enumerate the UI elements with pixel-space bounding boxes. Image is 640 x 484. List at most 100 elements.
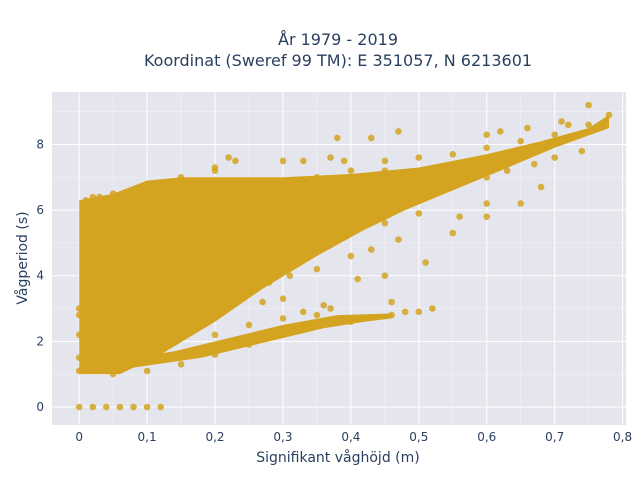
chart-title: År 1979 - 2019 bbox=[278, 30, 398, 49]
data-point bbox=[483, 174, 491, 181]
data-point bbox=[320, 302, 328, 309]
data-point bbox=[177, 361, 185, 368]
data-point bbox=[279, 315, 287, 322]
data-point bbox=[415, 210, 423, 217]
data-point bbox=[422, 259, 429, 266]
data-point bbox=[245, 341, 253, 348]
data-point bbox=[347, 318, 355, 326]
data-point bbox=[354, 275, 362, 283]
data-point bbox=[300, 308, 307, 316]
data-point bbox=[449, 151, 457, 158]
data-point bbox=[415, 154, 423, 161]
data-point bbox=[266, 279, 273, 286]
data-point bbox=[565, 121, 572, 129]
data-point bbox=[300, 324, 307, 332]
data-point bbox=[381, 272, 389, 280]
data-point bbox=[157, 403, 164, 411]
data-point bbox=[449, 180, 457, 188]
density-band-lower bbox=[133, 313, 392, 368]
y-tick-label: 0 bbox=[36, 400, 44, 414]
data-point bbox=[130, 403, 137, 411]
data-point bbox=[429, 305, 436, 312]
data-point bbox=[211, 351, 219, 358]
x-tick-label: 0,4 bbox=[341, 430, 360, 444]
data-point bbox=[143, 180, 151, 188]
data-point bbox=[503, 167, 511, 174]
y-tick-label: 2 bbox=[36, 334, 44, 348]
x-tick-label: 0,3 bbox=[273, 430, 292, 444]
y-tick-label: 8 bbox=[36, 137, 44, 151]
data-point bbox=[334, 134, 341, 142]
data-point bbox=[279, 331, 287, 339]
data-point bbox=[456, 213, 463, 220]
data-point bbox=[89, 193, 97, 201]
data-point bbox=[286, 272, 294, 280]
data-point bbox=[483, 131, 491, 138]
data-point bbox=[232, 157, 239, 165]
density-band-main bbox=[79, 115, 609, 375]
x-tick-label: 0,8 bbox=[613, 430, 632, 444]
data-point bbox=[381, 219, 389, 227]
data-point bbox=[531, 160, 538, 168]
data-point bbox=[177, 174, 185, 181]
data-point bbox=[279, 252, 287, 260]
data-point bbox=[551, 154, 558, 161]
data-point bbox=[103, 403, 110, 411]
data-point bbox=[585, 121, 592, 129]
data-point bbox=[524, 124, 531, 132]
chart-subtitle: Koordinat (Sweref 99 TM): E 351057, N 62… bbox=[144, 51, 532, 70]
data-point bbox=[279, 157, 287, 165]
data-point bbox=[89, 403, 97, 411]
data-point bbox=[225, 154, 232, 161]
x-tick-label: 0,7 bbox=[545, 430, 564, 444]
data-point bbox=[497, 128, 504, 135]
data-point bbox=[517, 137, 524, 145]
data-point bbox=[211, 164, 219, 171]
x-axis-label: Signifikant våghöjd (m) bbox=[256, 449, 419, 466]
density-band-layer bbox=[79, 115, 609, 375]
data-point bbox=[401, 170, 409, 178]
data-point bbox=[116, 403, 124, 411]
data-point bbox=[313, 265, 321, 273]
data-point bbox=[313, 239, 321, 247]
y-axis-label: Vågperiod (s) bbox=[14, 211, 31, 304]
data-point bbox=[75, 331, 83, 339]
data-point bbox=[211, 331, 219, 339]
data-point bbox=[313, 311, 321, 319]
data-point bbox=[245, 321, 253, 329]
data-point bbox=[585, 101, 592, 109]
x-axis-ticks: 0 0,1 0,2 0,3 0,4 0,5 0,6 0,7 0,8 bbox=[75, 430, 632, 444]
data-point bbox=[551, 131, 558, 138]
data-point bbox=[558, 118, 565, 125]
data-point bbox=[334, 318, 341, 326]
y-tick-label: 4 bbox=[36, 269, 44, 283]
data-point bbox=[483, 213, 491, 220]
y-axis-ticks: 0 2 4 6 8 bbox=[36, 137, 44, 413]
x-tick-label: 0,5 bbox=[409, 430, 428, 444]
data-point bbox=[368, 246, 375, 253]
data-point bbox=[381, 167, 389, 174]
data-point bbox=[96, 193, 103, 201]
data-point bbox=[75, 354, 83, 362]
data-point bbox=[75, 367, 83, 375]
data-point bbox=[347, 252, 355, 260]
data-point bbox=[75, 403, 83, 411]
data-point bbox=[313, 174, 321, 181]
data-point bbox=[109, 190, 117, 197]
data-point bbox=[483, 200, 491, 207]
data-point bbox=[381, 157, 389, 165]
data-points bbox=[75, 101, 613, 411]
data-point bbox=[347, 167, 355, 174]
x-tick-label: 0 bbox=[75, 430, 83, 444]
data-point bbox=[245, 288, 253, 296]
data-point bbox=[578, 147, 586, 155]
data-point bbox=[75, 311, 83, 319]
x-tick-label: 0,6 bbox=[477, 430, 496, 444]
data-point bbox=[82, 219, 90, 227]
data-point bbox=[537, 183, 545, 191]
data-point bbox=[395, 128, 402, 135]
data-point bbox=[327, 154, 334, 161]
data-point bbox=[300, 157, 307, 165]
